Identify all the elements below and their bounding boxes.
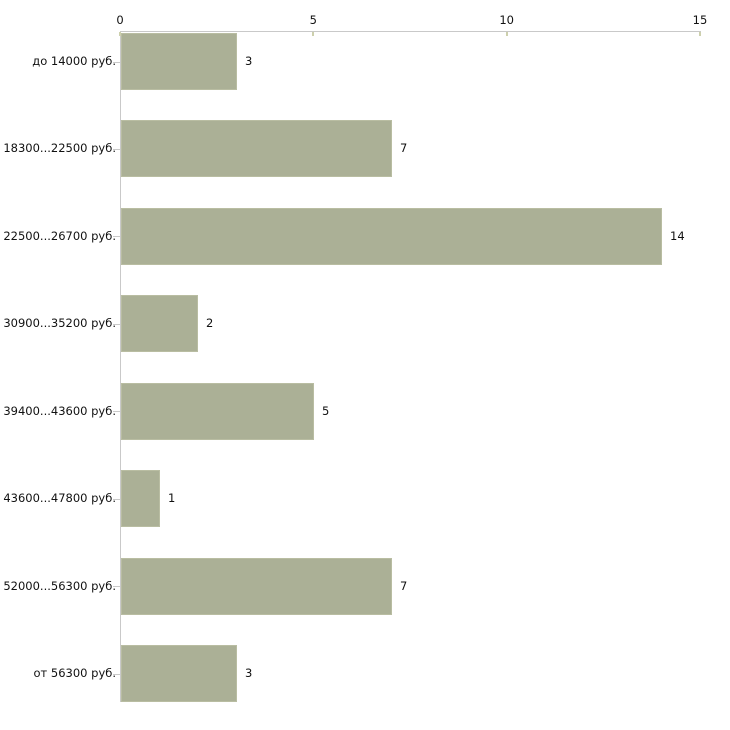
- value-label: 5: [322, 404, 330, 418]
- x-tick-label: 15: [692, 13, 708, 27]
- category-label: 43600...47800 руб.: [3, 491, 116, 505]
- category-label: от 56300 руб.: [33, 666, 116, 680]
- category-label: 52000...56300 руб.: [3, 579, 116, 593]
- category-tick: [113, 149, 120, 150]
- category-label: 18300...22500 руб.: [3, 141, 116, 155]
- value-label: 7: [400, 579, 408, 593]
- x-tick-label: 10: [499, 13, 514, 27]
- bar: [121, 295, 198, 352]
- x-axis-tick: [699, 32, 701, 36]
- category-tick: [113, 411, 120, 412]
- value-label: 1: [168, 491, 176, 505]
- category-tick: [113, 324, 120, 325]
- x-tick-label: 5: [309, 13, 317, 27]
- y-axis-line: [120, 31, 121, 702]
- category-tick: [113, 586, 120, 587]
- category-tick: [113, 236, 120, 237]
- x-tick-label: 0: [116, 13, 124, 27]
- x-axis-tick: [312, 32, 315, 36]
- category-label: 39400...43600 руб.: [3, 404, 116, 418]
- x-axis-tick: [505, 32, 508, 36]
- bar: [121, 33, 237, 90]
- category-tick: [113, 499, 120, 500]
- x-axis-line: [120, 31, 701, 32]
- bar: [121, 120, 392, 177]
- bar: [121, 383, 314, 440]
- category-tick: [113, 62, 120, 63]
- bar: [121, 558, 392, 615]
- category-tick: [113, 674, 120, 675]
- category-label: 30900...35200 руб.: [3, 316, 116, 330]
- x-axis-tick: [119, 32, 121, 36]
- bar: [121, 470, 160, 527]
- value-label: 7: [400, 141, 408, 155]
- category-label: до 14000 руб.: [32, 54, 116, 68]
- value-label: 2: [206, 316, 214, 330]
- value-label: 3: [245, 666, 253, 680]
- value-label: 14: [670, 229, 685, 243]
- category-label: 22500...26700 руб.: [3, 229, 116, 243]
- bar: [121, 645, 237, 702]
- value-label: 3: [245, 54, 253, 68]
- bar: [121, 208, 662, 265]
